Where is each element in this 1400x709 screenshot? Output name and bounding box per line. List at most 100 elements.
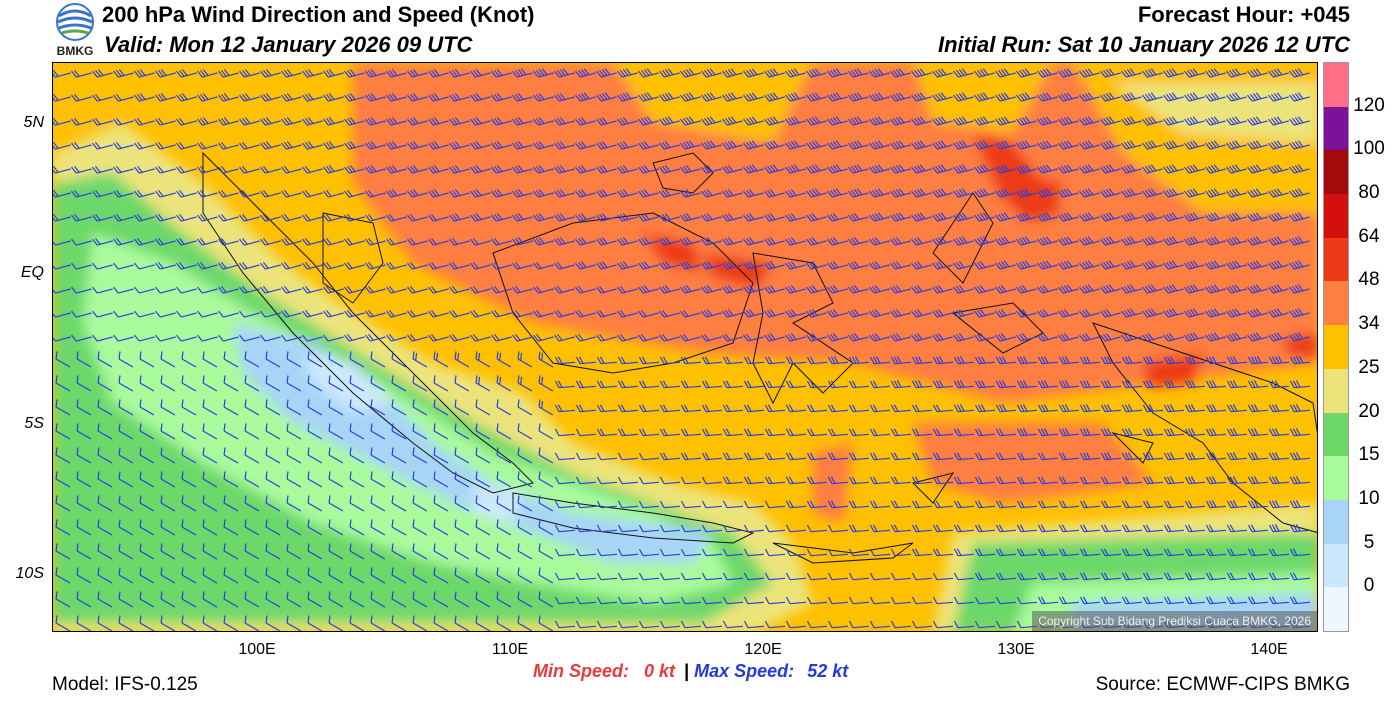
wind-barb: [1016, 404, 1038, 413]
wind-barb: [181, 351, 197, 368]
wind-barb: [412, 543, 428, 560]
wind-barb: [890, 548, 912, 557]
wind-barb: [932, 68, 953, 78]
wind-barb: [1205, 164, 1226, 174]
wind-barb: [1289, 260, 1310, 270]
wind-barb: [764, 548, 786, 557]
wind-barb: [307, 447, 323, 464]
wind-barb: [722, 596, 744, 605]
wind-barb: [659, 237, 680, 246]
wind-barb: [176, 310, 197, 318]
wind-barb: [265, 375, 281, 392]
wind-barb: [307, 591, 323, 608]
wind-barb: [911, 356, 933, 365]
wind-barb: [365, 141, 386, 150]
wind-barb: [1121, 380, 1143, 389]
wind-barb: [575, 213, 596, 222]
wind-barb: [1016, 164, 1037, 174]
wind-barb: [1142, 572, 1164, 581]
wind-barb: [995, 596, 1017, 605]
wind-barb: [433, 519, 449, 536]
wind-barb: [953, 500, 975, 509]
speed-shading: [53, 63, 1317, 631]
wind-barb: [491, 285, 512, 294]
wind-barb: [1079, 309, 1100, 318]
colorbar-label: 100: [1353, 138, 1385, 160]
wind-barb: [1016, 92, 1037, 102]
wind-barb: [71, 141, 92, 150]
wind-barb: [1100, 572, 1122, 581]
wind-barb: [407, 309, 428, 318]
wind-barb: [1163, 188, 1184, 198]
wind-barb: [995, 260, 1016, 270]
wind-barb: [680, 524, 702, 533]
wind-barb: [412, 471, 428, 488]
colorbar-label: 120: [1353, 94, 1385, 116]
wind-barb: [517, 399, 533, 416]
wind-barb: [302, 213, 323, 222]
wind-barb: [974, 188, 995, 198]
wind-barb: [743, 237, 764, 246]
wind-barb: [974, 380, 996, 389]
wind-barb: [239, 213, 260, 222]
wind-barb: [659, 524, 681, 533]
wind-barb: [533, 165, 554, 174]
wind-barb: [197, 213, 218, 222]
wind-barb: [953, 236, 974, 246]
wind-barb: [932, 572, 954, 581]
wind-barb: [554, 524, 576, 533]
wind-barb: [391, 543, 407, 560]
wind-barb: [1037, 188, 1058, 198]
wind-barb: [391, 351, 407, 368]
wind-barb: [512, 189, 533, 198]
wind-barb: [97, 471, 113, 488]
wind-barb: [92, 213, 113, 222]
wind-barb: [1205, 260, 1226, 270]
wind-barb: [475, 447, 491, 464]
wind-barb: [223, 423, 239, 440]
wind-barb: [323, 334, 344, 342]
wind-barb: [953, 285, 974, 294]
wind-barb: [160, 375, 176, 392]
wind-barb: [244, 543, 260, 560]
wind-barb: [218, 237, 239, 246]
wind-barb: [244, 399, 260, 416]
colorbar-segment: [1324, 106, 1348, 151]
wind-barb: [491, 237, 512, 246]
wind-barb: [848, 500, 870, 509]
wind-barb: [974, 476, 996, 485]
wind-barb: [1205, 308, 1226, 318]
wind-barb: [743, 140, 764, 150]
wind-barb: [890, 164, 911, 174]
wind-barb: [722, 620, 744, 629]
wind-barb: [470, 117, 491, 126]
wind-barb: [848, 333, 869, 342]
wind-barb: [890, 500, 912, 509]
wind-barb: [1247, 92, 1268, 102]
wind-barb: [1247, 596, 1269, 605]
wind-barb: [722, 452, 744, 461]
wind-barb: [97, 447, 113, 464]
wind-barb: [1121, 164, 1142, 174]
wind-barb: [1268, 476, 1290, 485]
wind-barb: [764, 404, 786, 413]
wind-barb: [223, 375, 239, 392]
wind-barb: [680, 500, 702, 509]
wind-barb: [113, 310, 134, 318]
wind-barb: [181, 567, 197, 584]
wind-barb: [323, 237, 344, 246]
wind-barb: [281, 334, 302, 342]
wind-barb: [911, 524, 933, 533]
wind-barb: [370, 423, 386, 440]
wind-barb: [932, 620, 954, 629]
wind-barb: [764, 596, 786, 605]
wind-barb: [134, 286, 155, 294]
wind-barb: [92, 93, 113, 102]
wind-barb: [722, 237, 743, 246]
wind-barb: [344, 333, 365, 342]
wind-barb: [92, 334, 113, 342]
wind-barb: [118, 447, 134, 464]
wind-barb: [265, 543, 281, 560]
wind-barb: [344, 285, 365, 294]
wind-barb: [1058, 333, 1079, 342]
